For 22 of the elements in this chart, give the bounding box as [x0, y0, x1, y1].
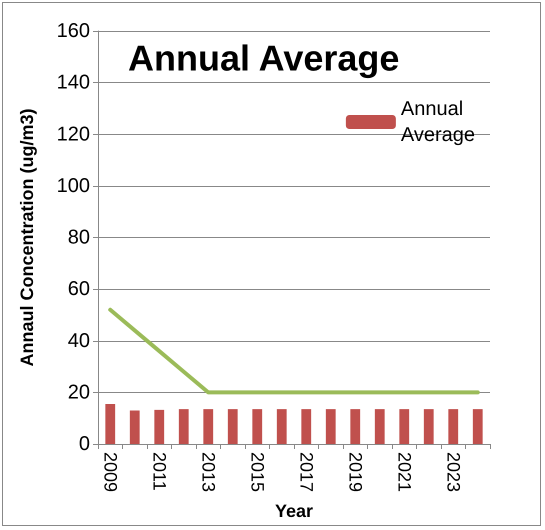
y-tick-label: 20 [68, 381, 90, 404]
x-tick-label: 2013 [198, 452, 218, 492]
line-series [108, 308, 480, 394]
y-tick-label: 160 [56, 20, 90, 42]
x-tick-label: 2011 [149, 452, 170, 491]
x-tick-label: 2017 [296, 452, 316, 492]
y-tick-label: 80 [68, 226, 90, 248]
x-axis-title: Year [274, 501, 314, 521]
y-tick-label: 120 [56, 123, 90, 146]
x-tick-label: 2015 [247, 452, 268, 492]
chart-title: Annual Average [128, 38, 400, 78]
y-axis-title: Annaul Concentration (ug/m3) [17, 108, 37, 366]
x-tick-label: 2019 [345, 452, 366, 492]
y-tick-label: 0 [78, 433, 90, 455]
x-tick-label: 2021 [394, 452, 414, 492]
y-tick-label: 140 [56, 72, 90, 94]
y-tick-label: 60 [68, 278, 90, 300]
y-tick-label: 40 [68, 330, 90, 352]
x-tick-label: 2009 [100, 452, 120, 492]
y-tick-label: 100 [56, 174, 90, 197]
legend-label: Annual Average [400, 98, 476, 146]
x-tick-label: 2023 [443, 452, 464, 492]
